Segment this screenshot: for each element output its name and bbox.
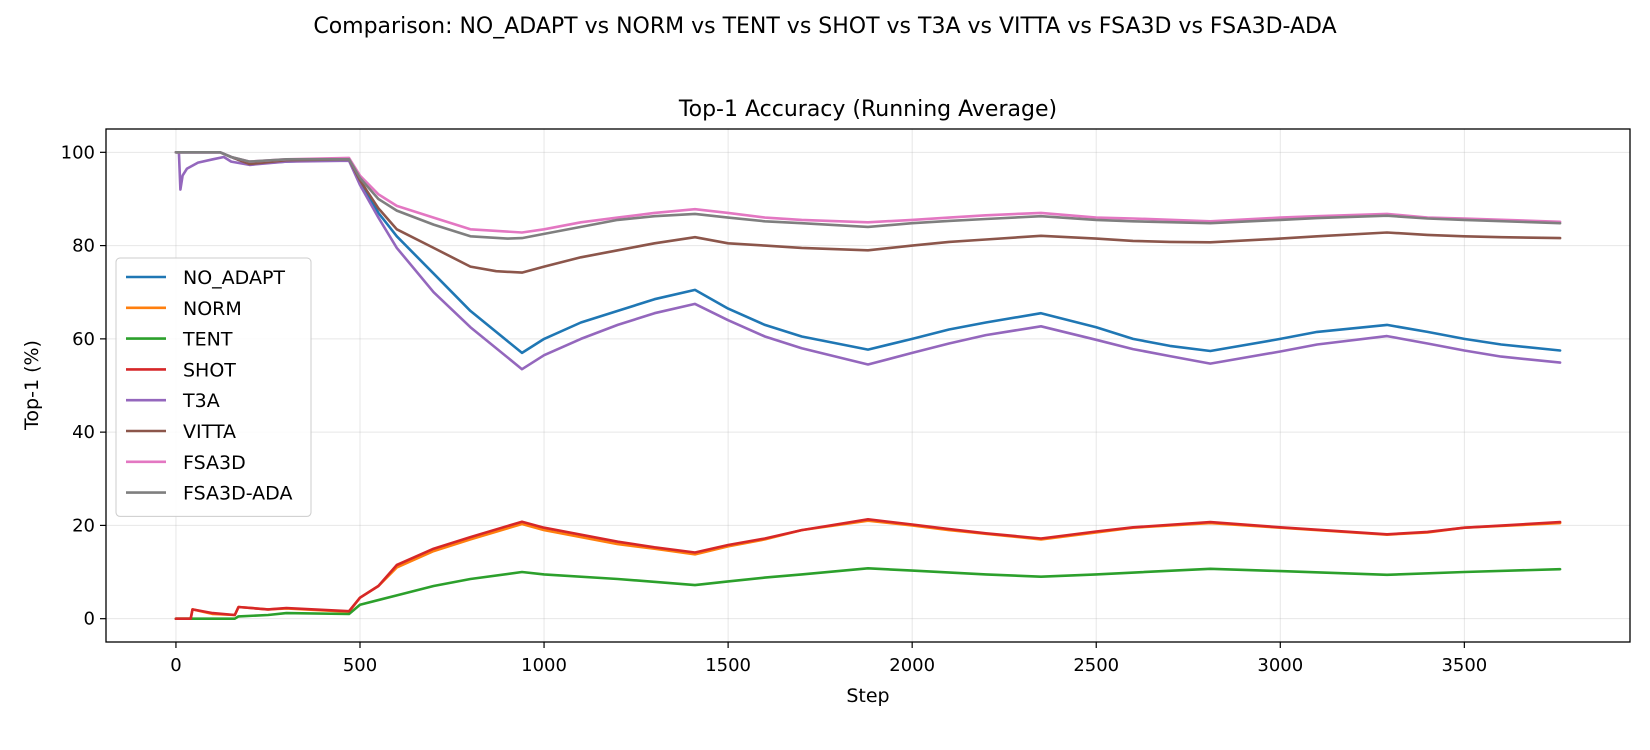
series-line-tent (174, 567, 1562, 620)
legend-item-tent: TENT (126, 329, 233, 351)
x-tick-label: 3500 (1441, 655, 1487, 676)
legend-label: VITTA (183, 421, 236, 443)
series-line-fsa3d-ada (174, 151, 1562, 240)
x-axis-ticks: 0 500 1000 1500 2000 2500 3000 3500 (170, 642, 1487, 676)
legend-item-t3a: T3A (126, 390, 220, 412)
legend-item-norm: NORM (126, 298, 242, 320)
x-tick-label: 2500 (1073, 655, 1119, 676)
figure-suptitle: Comparison: NO_ADAPT vs NORM vs TENT vs … (313, 14, 1336, 39)
legend: NO_ADAPT NORM TENT SHOT T3A VITTA FSA3D FSA3D-A… (115, 257, 312, 517)
y-axis-ticks: 0 20 40 60 80 100 (61, 142, 106, 630)
chart-title: Top-1 Accuracy (Running Average) (678, 97, 1057, 122)
y-tick-label: 0 (84, 609, 95, 630)
x-tick-label: 500 (343, 655, 377, 676)
x-tick-label: 3000 (1257, 655, 1303, 676)
legend-item-shot: SHOT (126, 359, 236, 381)
series-line-vitta (174, 151, 1562, 274)
x-axis-label: Step (846, 685, 889, 707)
plot-frame (105, 128, 1631, 643)
grid (106, 129, 1630, 642)
legend-label: FSA3D-ADA (183, 483, 292, 505)
legend-item-fsa3d: FSA3D (126, 452, 246, 474)
y-tick-label: 80 (72, 236, 95, 257)
x-tick-label: 1000 (521, 655, 567, 676)
y-tick-label: 100 (61, 142, 95, 163)
series-lines (174, 151, 1562, 620)
legend-label: T3A (182, 390, 220, 412)
plot-area-background (106, 129, 1630, 642)
legend-label: SHOT (183, 359, 236, 381)
y-tick-label: 60 (72, 329, 95, 350)
series-line-t3a (174, 151, 1562, 371)
legend-item-no-adapt: NO_ADAPT (126, 267, 285, 289)
y-tick-label: 40 (72, 422, 95, 443)
legend-label: FSA3D (183, 452, 246, 474)
y-tick-label: 20 (72, 515, 95, 536)
legend-item-fsa3d-ada: FSA3D-ADA (126, 483, 292, 505)
legend-label: NO_ADAPT (183, 267, 285, 289)
legend-label: NORM (183, 298, 242, 320)
x-tick-label: 0 (170, 655, 181, 676)
legend-label: TENT (182, 329, 233, 351)
y-axis-label: Top-1 (%) (21, 340, 43, 431)
series-line-shot (174, 518, 1562, 620)
legend-box (115, 257, 312, 517)
x-tick-label: 2000 (889, 655, 935, 676)
legend-item-vitta: VITTA (126, 421, 236, 443)
x-tick-label: 1500 (705, 655, 751, 676)
